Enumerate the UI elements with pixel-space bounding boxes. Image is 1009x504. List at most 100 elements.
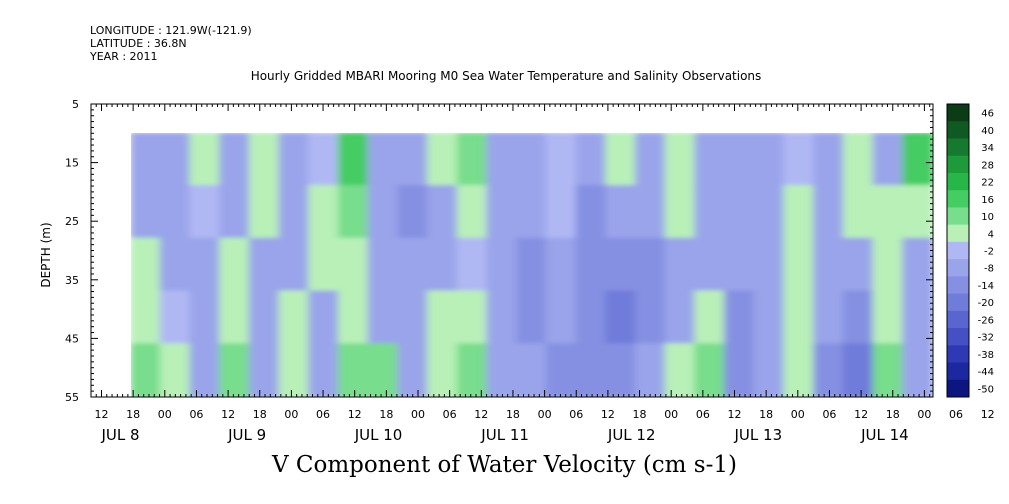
colorbar-swatch bbox=[947, 259, 969, 277]
heat-cell bbox=[664, 343, 697, 397]
colorbar-swatch bbox=[947, 293, 969, 312]
x-hour-label: 18 bbox=[633, 408, 647, 421]
colorbar-label: -8 bbox=[984, 264, 994, 275]
heat-cell bbox=[753, 133, 786, 188]
heat-cell bbox=[694, 133, 727, 188]
x-hour-label: 12 bbox=[854, 408, 868, 421]
heat-cell bbox=[694, 185, 727, 240]
heat-cell bbox=[634, 237, 667, 293]
x-hour-label: 18 bbox=[759, 408, 773, 421]
colorbar-swatch bbox=[947, 310, 969, 329]
x-hour-label: 12 bbox=[601, 408, 615, 421]
heat-cell bbox=[813, 133, 845, 188]
colorbar-swatch bbox=[947, 345, 969, 364]
heat-cell bbox=[397, 343, 430, 397]
year-label: YEAR : 2011 bbox=[90, 50, 158, 63]
y-axis-label: DEPTH (m) bbox=[39, 222, 53, 287]
y-tick-label: 55 bbox=[65, 391, 79, 404]
heat-cell bbox=[308, 237, 340, 293]
y-tick-label: 25 bbox=[65, 215, 79, 228]
heat-cell bbox=[575, 343, 608, 397]
heat-cell bbox=[367, 290, 400, 346]
heat-cell bbox=[753, 290, 786, 346]
colorbar-label: -14 bbox=[978, 281, 994, 292]
colorbar-swatch bbox=[947, 138, 969, 157]
y-tick-label: 35 bbox=[65, 274, 79, 287]
x-hour-label: 06 bbox=[316, 408, 330, 421]
heat-cell bbox=[783, 237, 816, 293]
heat-cell bbox=[189, 290, 222, 346]
heat-cell bbox=[189, 237, 222, 293]
heat-cell bbox=[131, 133, 162, 188]
heat-cell bbox=[842, 237, 875, 293]
heat-cell bbox=[308, 290, 340, 346]
x-hour-label: 00 bbox=[664, 408, 678, 421]
heat-cell bbox=[456, 237, 489, 293]
latitude-label: LATITUDE : 36.8N bbox=[90, 37, 187, 50]
heat-cell bbox=[159, 185, 192, 240]
heat-cell bbox=[308, 185, 340, 240]
heat-cell bbox=[545, 290, 578, 346]
x-hour-label: 00 bbox=[411, 408, 425, 421]
heat-cell bbox=[456, 343, 489, 397]
heat-cell bbox=[605, 290, 637, 346]
x-hour-label: 06 bbox=[443, 408, 457, 421]
heat-cell bbox=[664, 237, 697, 293]
heat-cell bbox=[842, 343, 875, 397]
heat-cell bbox=[516, 237, 548, 293]
longitude-label: LONGITUDE : 121.9W(-121.9) bbox=[90, 24, 252, 37]
heat-cell bbox=[694, 237, 727, 293]
heat-cell bbox=[159, 290, 192, 346]
x-hour-label: 06 bbox=[189, 408, 203, 421]
heat-cell bbox=[575, 133, 608, 188]
heat-cell bbox=[872, 237, 905, 293]
heat-cell bbox=[159, 237, 192, 293]
heat-cell bbox=[575, 290, 608, 346]
colorbar-swatch bbox=[947, 172, 969, 191]
x-hour-label: 12 bbox=[348, 408, 362, 421]
colorbar-swatch bbox=[947, 328, 969, 346]
x-day-label: JUL 13 bbox=[734, 426, 783, 444]
colorbar-label: -50 bbox=[978, 384, 994, 395]
heat-cell bbox=[427, 290, 459, 346]
heat-cell bbox=[248, 290, 281, 346]
heat-cell bbox=[486, 343, 519, 397]
heat-cell bbox=[456, 290, 489, 346]
colorbar-label: -32 bbox=[978, 333, 994, 344]
x-hour-label: 06 bbox=[949, 408, 963, 421]
heat-cell bbox=[902, 237, 933, 293]
heat-cell bbox=[605, 185, 637, 240]
heat-cell bbox=[753, 343, 786, 397]
heat-cell bbox=[337, 133, 370, 188]
heat-cell bbox=[456, 185, 489, 240]
heat-cell bbox=[902, 185, 933, 240]
heat-cell bbox=[605, 133, 637, 188]
colorbar-label: 40 bbox=[981, 126, 994, 137]
heat-cell bbox=[724, 133, 756, 188]
heat-cell bbox=[842, 133, 875, 188]
heat-cell bbox=[575, 237, 608, 293]
heat-cell bbox=[545, 185, 578, 240]
colorbar-label: -44 bbox=[978, 367, 994, 378]
heat-cell bbox=[219, 290, 251, 346]
heat-cell bbox=[872, 185, 905, 240]
heat-cell bbox=[248, 133, 281, 188]
heat-cell bbox=[427, 237, 459, 293]
colorbar-swatch bbox=[947, 362, 969, 381]
x-hour-label: 18 bbox=[379, 408, 393, 421]
x-hour-label: 18 bbox=[126, 408, 140, 421]
colorbar-swatch bbox=[947, 241, 969, 260]
heat-cell bbox=[189, 133, 222, 188]
heat-cell bbox=[516, 290, 548, 346]
heat-cell bbox=[842, 290, 875, 346]
colorbar-label: 34 bbox=[981, 143, 994, 154]
heat-cell bbox=[664, 185, 697, 240]
heat-cell bbox=[131, 290, 162, 346]
heat-cell bbox=[308, 343, 340, 397]
heat-cell bbox=[248, 237, 281, 293]
heat-cell bbox=[278, 185, 311, 240]
heat-cell bbox=[367, 237, 400, 293]
heat-cell bbox=[159, 133, 192, 188]
heat-cell bbox=[397, 133, 430, 188]
